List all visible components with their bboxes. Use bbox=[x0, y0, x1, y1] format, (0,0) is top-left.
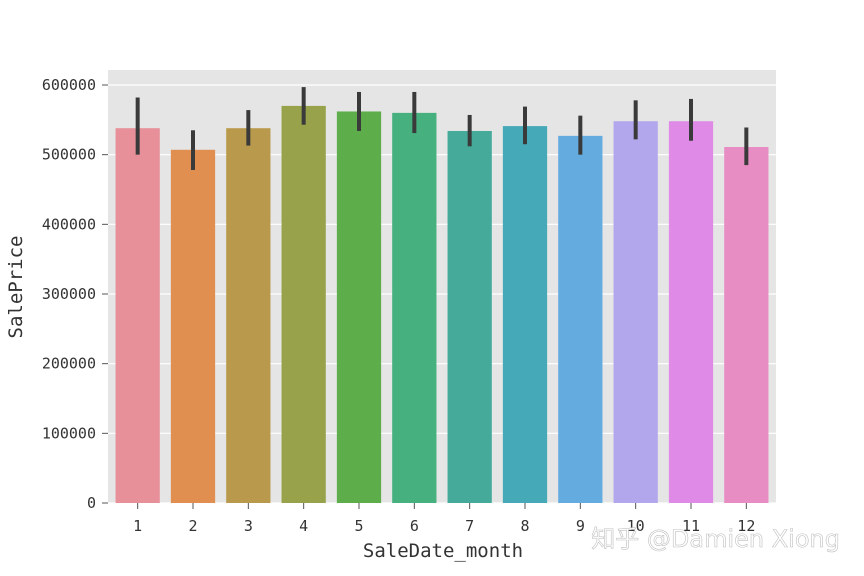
bar-9 bbox=[558, 135, 603, 503]
x-tick-label: 8 bbox=[520, 517, 529, 535]
y-axis: 0 100000 200000 300000 400000 500000 600000 bbox=[42, 76, 108, 512]
x-tick-label: 1 bbox=[133, 517, 142, 535]
y-tick-label: 200000 bbox=[42, 355, 96, 373]
bar-2 bbox=[170, 149, 216, 504]
watermark: 知乎 @Damien Xiong bbox=[591, 525, 840, 553]
error-bars bbox=[135, 87, 749, 170]
bar-7 bbox=[447, 130, 492, 504]
bar-5 bbox=[336, 111, 382, 504]
x-tick-label: 6 bbox=[410, 517, 419, 535]
bar-1 bbox=[115, 128, 160, 503]
x-tick-label: 5 bbox=[354, 517, 363, 535]
bar-6 bbox=[392, 112, 437, 503]
x-axis-label: SaleDate_month bbox=[363, 540, 523, 562]
y-tick-label: 500000 bbox=[42, 146, 96, 164]
y-tick-label: 400000 bbox=[42, 215, 96, 233]
bar-12 bbox=[724, 147, 769, 503]
x-tick-label: 3 bbox=[244, 517, 253, 535]
x-tick-label: 2 bbox=[188, 517, 197, 535]
bar-4 bbox=[281, 105, 326, 504]
bar-10 bbox=[613, 121, 658, 503]
x-tick-label: 4 bbox=[299, 517, 308, 535]
bar-3 bbox=[226, 128, 271, 503]
y-axis-label: SalePrice bbox=[5, 236, 27, 339]
plot-background bbox=[108, 70, 776, 503]
x-tick-label: 12 bbox=[737, 517, 755, 535]
y-tick-label: 0 bbox=[87, 494, 96, 512]
y-tick-label: 600000 bbox=[42, 76, 96, 94]
bar-11 bbox=[668, 121, 714, 503]
y-tick-label: 100000 bbox=[42, 424, 96, 442]
x-axis: 1 2 3 4 5 6 7 8 9 10 11 12 bbox=[133, 503, 755, 535]
x-tick-label: 9 bbox=[576, 517, 585, 535]
x-tick-label: 10 bbox=[627, 517, 645, 535]
bars bbox=[115, 105, 769, 504]
x-tick-label: 11 bbox=[682, 517, 700, 535]
bar-8 bbox=[502, 126, 548, 503]
x-tick-label: 7 bbox=[465, 517, 474, 535]
gridlines bbox=[108, 84, 776, 504]
y-tick-label: 300000 bbox=[42, 285, 96, 303]
